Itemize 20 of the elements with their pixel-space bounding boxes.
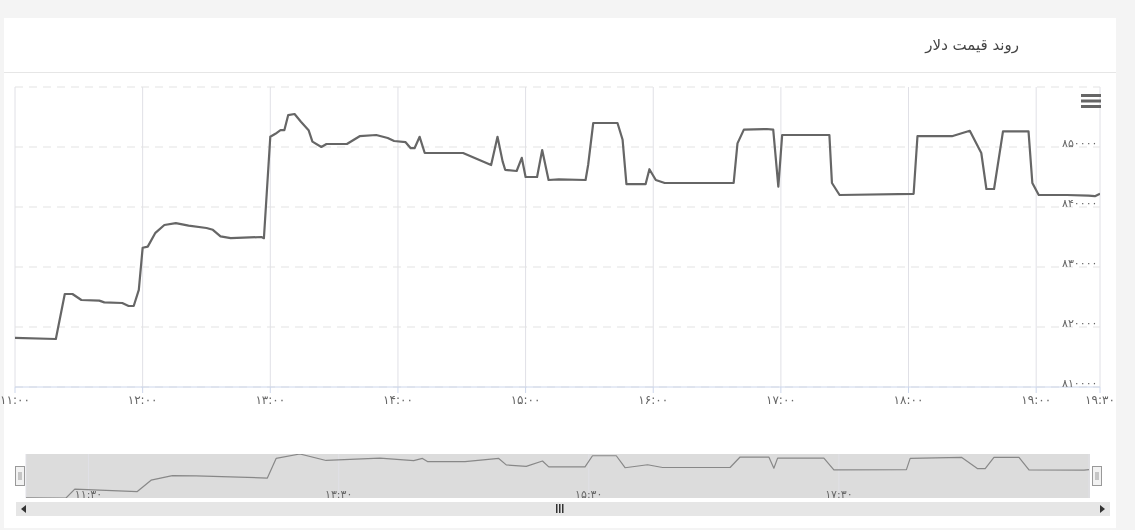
x-tick-label: ۱۳:۰۰ bbox=[255, 392, 286, 407]
chart-title: روند قیمت دلار bbox=[925, 36, 1019, 54]
x-tick-label: ۱۵:۳۰ bbox=[575, 487, 603, 501]
x-tick-label: ۱۲:۰۰ bbox=[127, 392, 158, 407]
x-tick-label: ۱۹:۳۰ bbox=[1085, 392, 1115, 407]
x-tick-label: ۱۳:۳۰ bbox=[324, 487, 353, 501]
x-tick-label: ۱۷:۰۰ bbox=[765, 392, 796, 407]
x-tick-label: ۱۴:۰۰ bbox=[383, 392, 413, 407]
x-tick-label: ۱۱:۰۰ bbox=[0, 392, 30, 407]
y-tick-label: ۸۵۰۰۰۰ bbox=[1062, 136, 1098, 150]
y-tick-label: ۸۱۰۰۰۰ bbox=[1062, 376, 1098, 390]
y-tick-label: ۸۴۰۰۰۰ bbox=[1062, 196, 1098, 210]
x-tick-label: ۱۱:۳۰ bbox=[74, 487, 103, 501]
y-tick-label: ۸۳۰۰۰۰ bbox=[1062, 256, 1098, 270]
y-tick-label: ۸۲۰۰۰۰ bbox=[1062, 316, 1098, 330]
x-tick-label: ۱۵:۰۰ bbox=[510, 392, 541, 407]
x-tick-label: ۱۸:۰۰ bbox=[893, 392, 924, 407]
x-tick-label: ۱۹:۰۰ bbox=[1021, 392, 1052, 407]
x-tick-label: ۱۶:۰۰ bbox=[638, 392, 669, 407]
x-tick-label: ۱۷:۳۰ bbox=[825, 487, 853, 501]
